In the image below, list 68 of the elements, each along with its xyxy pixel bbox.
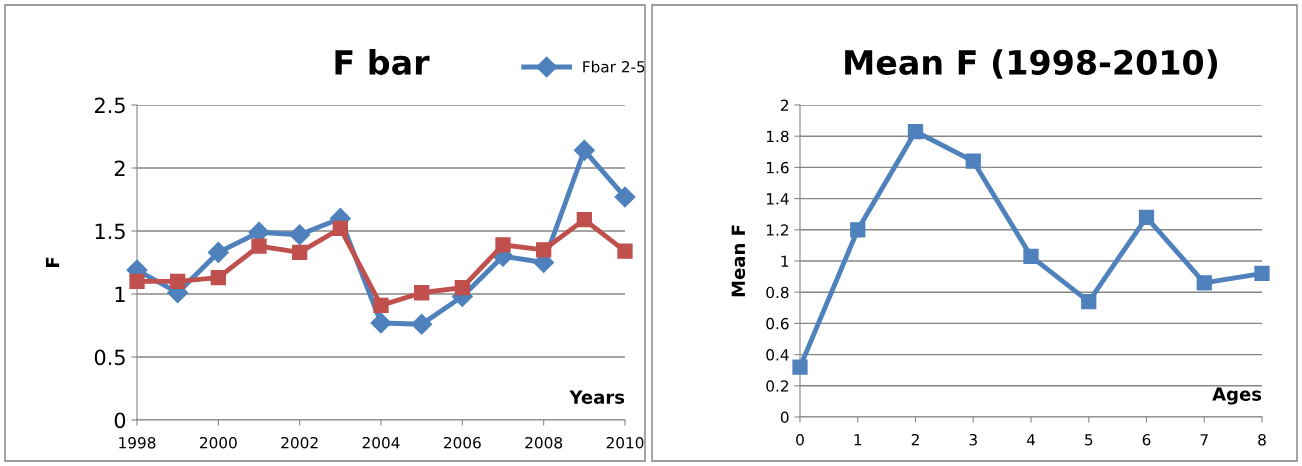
x-tick-label: 2 [911,433,919,446]
y-tick-label: 0.8 [766,286,789,299]
point [495,237,511,253]
point [414,285,430,301]
point [454,280,470,296]
y-tick-label: 0 [780,411,789,424]
point [170,273,186,290]
x-tick-label: 4 [1026,434,1035,446]
x-tick-label: 1998 [119,436,156,449]
point [210,269,226,286]
point [289,224,311,246]
y-tick-label: 1 [115,286,125,302]
legend-label: Fbar 2-5 [583,60,645,73]
point [251,238,267,254]
point [573,139,595,161]
y-tick-label: 0 [114,412,126,429]
point [1254,265,1270,282]
chart-title: Mean F (1998-2010) [845,49,1218,79]
x-tick-label: 2000 [200,436,237,449]
y-tick-label: 1.8 [766,130,789,143]
y-tick-label: 1.4 [766,193,789,205]
x-tick-label: 2008 [525,436,563,449]
point [792,359,808,375]
point [614,186,636,208]
point [332,220,348,237]
y-tick-label: 1 [781,255,789,267]
point [965,153,981,169]
point [1081,293,1097,310]
y-tick-label: 2 [114,160,125,176]
point [207,241,229,263]
point [1023,248,1039,264]
y-tick-label: 2.5 [94,97,125,114]
x-axis-title: Ages [1212,387,1262,405]
x-tick-label: 2010 [606,436,644,449]
point [850,222,866,238]
x-tick-label: 8 [1258,433,1266,446]
y-tick-label: 2 [780,99,789,111]
x-axis-title: Years [569,390,625,404]
chart-title: F bar [335,49,430,75]
point [370,312,392,334]
y-axis-title: Mean F [731,225,746,297]
x-tick-label: 2006 [444,436,481,449]
point [373,297,389,313]
point [1196,275,1212,291]
point [129,273,145,290]
point [536,242,552,258]
x-tick-label: 2002 [281,436,318,449]
x-tick-label: 5 [1085,434,1093,446]
y-tick-label: 1.5 [95,223,125,240]
point [292,244,308,261]
point [617,243,633,259]
x-tick-label: 2004 [362,436,400,449]
x-tick-label: 7 [1200,434,1208,446]
x-tick-label: 6 [1142,433,1151,446]
x-tick-label: 0 [796,433,804,446]
y-tick-label: 0.5 [94,349,125,366]
y-tick-label: 1.6 [766,161,789,174]
point [576,212,592,228]
y-tick-label: 0.6 [766,317,789,330]
point [411,313,433,335]
y-tick-label: 1.2 [766,224,789,236]
y-axis-title: F [45,257,60,268]
x-tick-label: 1 [854,434,862,446]
point [1138,209,1155,225]
point [907,123,924,140]
x-tick-label: 3 [969,433,977,446]
y-tick-label: 0.2 [766,380,789,392]
y-tick-label: 0.4 [766,349,789,361]
